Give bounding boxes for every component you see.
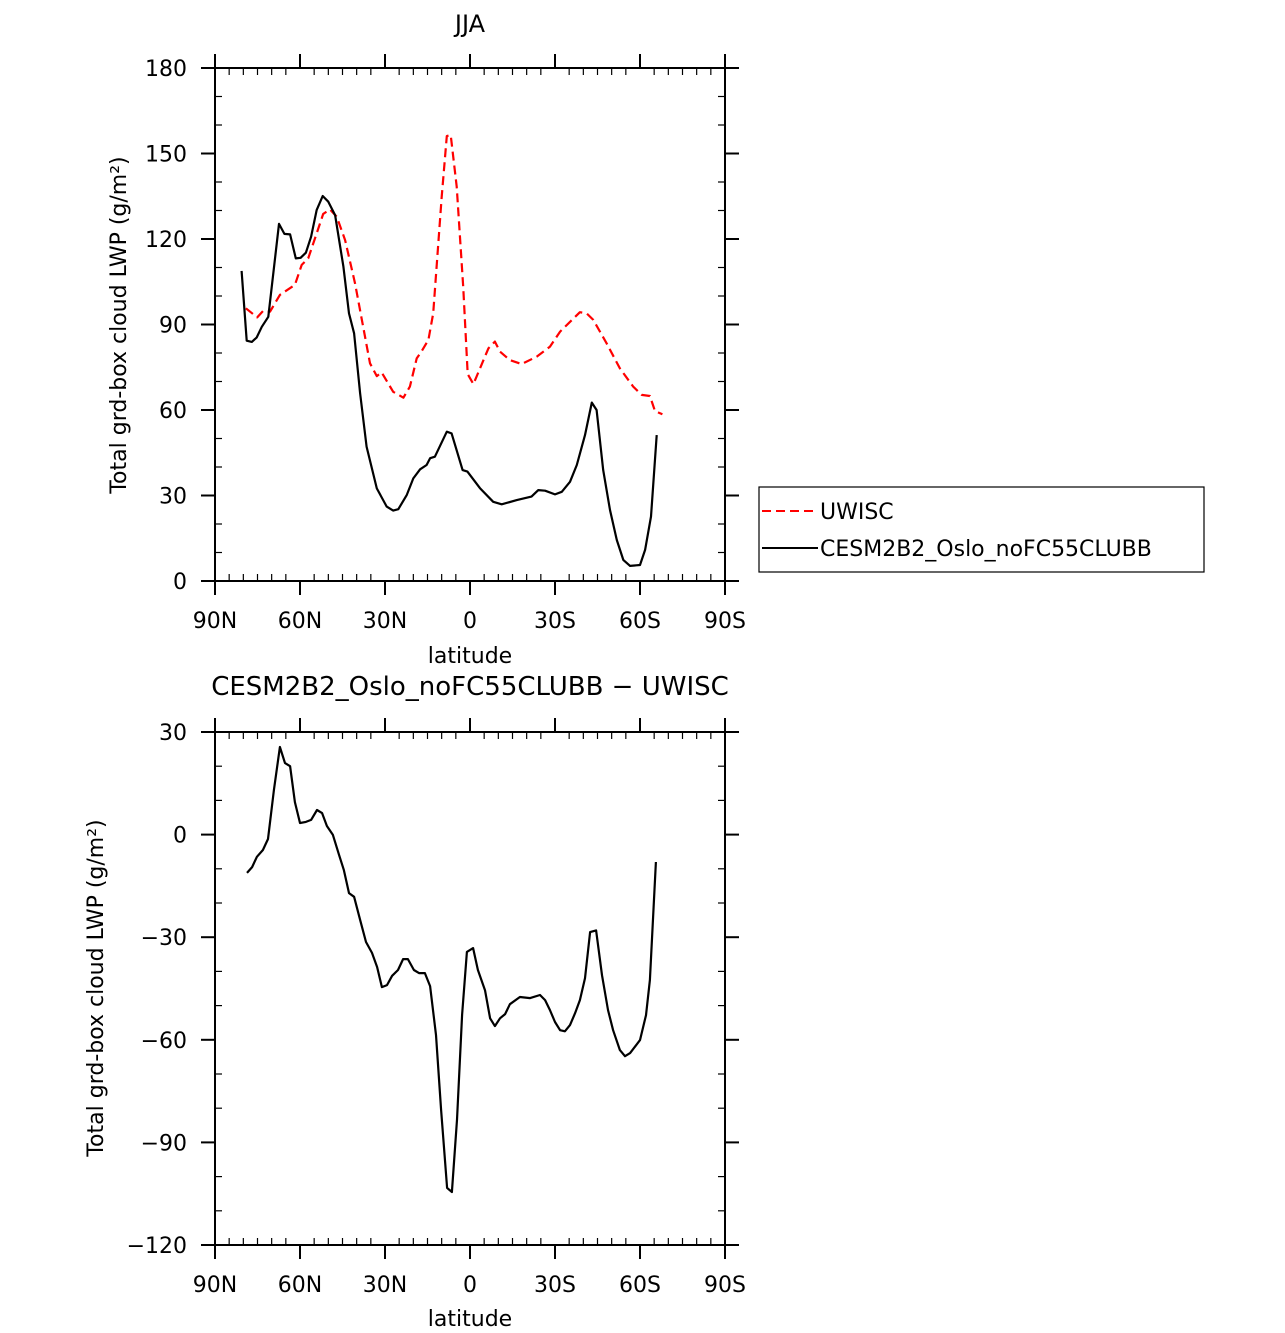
legend-label-cesm: CESM2B2_Oslo_noFC55CLUBB: [820, 537, 1152, 562]
top-x-tick-label: 0: [463, 609, 477, 634]
bottom-x-tick-label: 90N: [193, 1273, 237, 1298]
top-x-tick-label: 90S: [704, 609, 746, 634]
top-y-axis-label: Total grd-box cloud LWP (g/m²): [107, 156, 132, 494]
bottom-y-tick-label: −120: [127, 1234, 187, 1259]
top-x-tick-label: 60S: [619, 609, 661, 634]
top-y-tick-label: 60: [159, 399, 187, 424]
bottom-y-axis-label: Total grd-box cloud LWP (g/m²): [84, 819, 109, 1157]
top-x-tick-label: 60N: [278, 609, 322, 634]
bottom-x-tick-label: 60S: [619, 1273, 661, 1298]
bottom-x-tick-label: 90S: [704, 1273, 746, 1298]
bottom-y-tick-label: −90: [141, 1131, 187, 1156]
legend-box: [758, 486, 1205, 573]
bottom-y-tick-label: 30: [159, 721, 187, 746]
bottom-plot: 90N 60N 30N 0 30S 60S 90S −120 −90 −60 −30 0 30: [127, 718, 746, 1298]
top-series-line-uwisc: [245, 133, 663, 416]
top-x-tick-label: 30N: [363, 609, 407, 634]
top-y-tick-label: 180: [145, 57, 187, 82]
top-y-tick-label: 120: [145, 228, 187, 253]
top-x-tick-label: 30S: [534, 609, 576, 634]
top-plot-frame: [214, 67, 726, 582]
top-x-tick-label: 90N: [193, 609, 237, 634]
top-x-axis-label: latitude: [428, 644, 512, 669]
bottom-x-axis-label: latitude: [428, 1307, 512, 1332]
bottom-x-tick-label: 30S: [534, 1273, 576, 1298]
bottom-chart-title: CESM2B2_Oslo_noFC55CLUBB − UWISC: [211, 672, 729, 702]
top-y-tick-label: 0: [173, 570, 187, 595]
bottom-x-tick-label: 30N: [363, 1273, 407, 1298]
top-y-tick-label: 30: [159, 485, 187, 510]
bottom-x-tick-label: 60N: [278, 1273, 322, 1298]
top-y-tick-label: 90: [159, 314, 187, 339]
bottom-y-tick-label: 0: [173, 824, 187, 849]
legend: UWISC CESM2B2_Oslo_noFC55CLUBB: [758, 486, 1205, 573]
top-y-tick-label: 150: [145, 143, 187, 168]
bottom-y-tick-label: −60: [141, 1029, 187, 1054]
bottom-series-line-difference: [246, 745, 657, 1194]
legend-label-uwisc: UWISC: [820, 500, 894, 525]
bottom-x-tick-label: 0: [463, 1273, 477, 1298]
top-chart-title: JJA: [453, 10, 486, 38]
top-plot: 90N 60N 30N 0 30S 60S 90S 0 30 60 90 120 150 180: [145, 54, 746, 634]
top-series-line-cesm2b2-oslo-nofc55clubb: [240, 194, 658, 568]
bottom-y-tick-label: −30: [141, 926, 187, 951]
